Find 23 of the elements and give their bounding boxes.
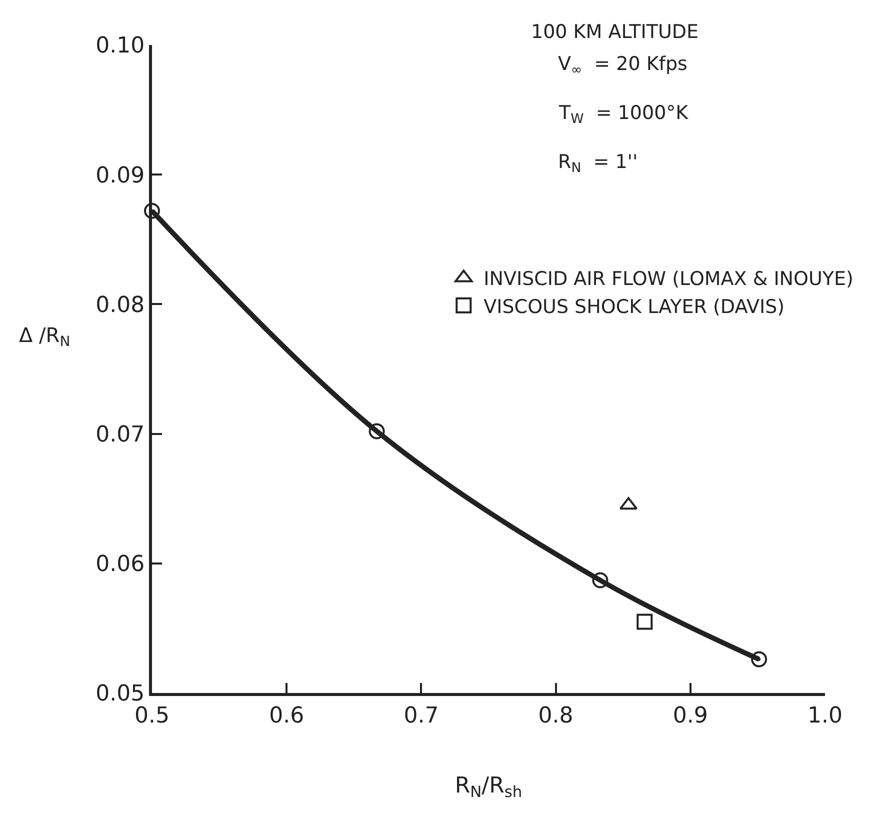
point — [636, 614, 653, 630]
x-axis-title: R$_{N}$/R$_{sh}$ — [454, 773, 522, 801]
legend-label: INVISCID AIR FLOW (LOMAX & INOUYE) — [484, 268, 854, 290]
y-tick-label: 0.08 — [96, 292, 145, 318]
x-tick-label: 0.9 — [672, 703, 708, 728]
y-tick-label: 0.10 — [96, 34, 145, 59]
y-tick-label: 0.07 — [96, 422, 145, 448]
text: 100 KM ALTITUDE — [531, 21, 699, 43]
x-tick-label: 1.0 — [808, 703, 842, 728]
annotation: V$_{∞}$ = 20 Kfps — [558, 53, 688, 78]
annotation: T$_{W}$ = 1000°K — [558, 102, 689, 127]
point — [592, 572, 608, 588]
x-tick-label: 0.7 — [404, 703, 439, 728]
y-tick-label: 0.06 — [96, 552, 145, 578]
y-axis-title: Δ /R$_{N}$ — [19, 323, 70, 350]
x-tick-label: 0.6 — [269, 703, 304, 728]
point — [144, 202, 160, 219]
legend-label: VISCOUS SHOCK LAYER (DAVIS) — [484, 296, 785, 318]
point — [368, 423, 385, 440]
y-tick-label: 0.09 — [96, 163, 145, 188]
point — [751, 651, 768, 668]
x-tick-label: 0.8 — [538, 703, 574, 728]
annotation: R$_{N}$ = 1'' — [558, 151, 638, 176]
